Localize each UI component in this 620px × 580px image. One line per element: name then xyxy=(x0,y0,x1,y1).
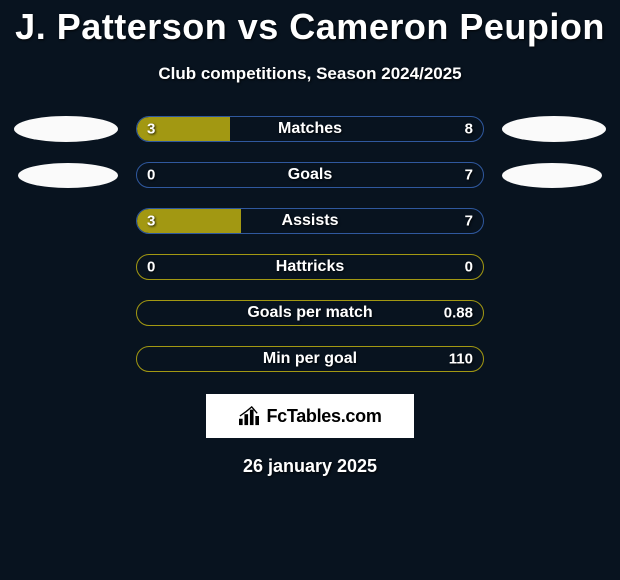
stat-left-value: 3 xyxy=(147,213,155,230)
page-title: J. Patterson vs Cameron Peupion xyxy=(0,6,620,48)
bars-icon xyxy=(238,406,260,426)
branding-text: FcTables.com xyxy=(266,406,381,427)
date-label: 26 january 2025 xyxy=(0,456,620,477)
stat-label: Goals xyxy=(288,166,332,184)
stat-right-value: 7 xyxy=(465,213,473,230)
stat-rows: 3 Matches 8 0 Goals 7 3 Assists 7 0 Hattricks 0 Goal… xyxy=(0,116,620,372)
stat-bar: Goals per match 0.88 xyxy=(136,300,484,326)
stat-row: Min per goal 110 xyxy=(0,346,620,372)
stat-row: 0 Goals 7 xyxy=(0,162,620,188)
stat-right-value: 0.88 xyxy=(444,305,473,322)
stat-right-value: 0 xyxy=(465,259,473,276)
stat-row: 3 Assists 7 xyxy=(0,208,620,234)
stat-right-value: 8 xyxy=(465,121,473,138)
stat-bar: 3 Matches 8 xyxy=(136,116,484,142)
stat-label: Matches xyxy=(278,120,342,138)
stat-label: Assists xyxy=(282,212,339,230)
stat-label: Min per goal xyxy=(263,350,357,368)
comparison-panel: J. Patterson vs Cameron Peupion Club com… xyxy=(0,0,620,477)
stat-bar: 0 Goals 7 xyxy=(136,162,484,188)
stat-label: Goals per match xyxy=(247,304,372,322)
player-badge-right xyxy=(502,163,602,188)
subtitle: Club competitions, Season 2024/2025 xyxy=(0,64,620,84)
stat-label: Hattricks xyxy=(276,258,344,276)
stat-bar: 3 Assists 7 xyxy=(136,208,484,234)
stat-left-value: 3 xyxy=(147,121,155,138)
stat-row: 0 Hattricks 0 xyxy=(0,254,620,280)
player-badge-left xyxy=(18,163,118,188)
stat-left-value: 0 xyxy=(147,259,155,276)
stat-right-value: 7 xyxy=(465,167,473,184)
stat-row: 3 Matches 8 xyxy=(0,116,620,142)
stat-right-value: 110 xyxy=(449,351,473,368)
player-badge-left xyxy=(14,116,118,142)
branding-badge: FcTables.com xyxy=(206,394,414,438)
stat-bar: Min per goal 110 xyxy=(136,346,484,372)
stat-bar: 0 Hattricks 0 xyxy=(136,254,484,280)
stat-row: Goals per match 0.88 xyxy=(0,300,620,326)
player-badge-right xyxy=(502,116,606,142)
stat-left-value: 0 xyxy=(147,167,155,184)
